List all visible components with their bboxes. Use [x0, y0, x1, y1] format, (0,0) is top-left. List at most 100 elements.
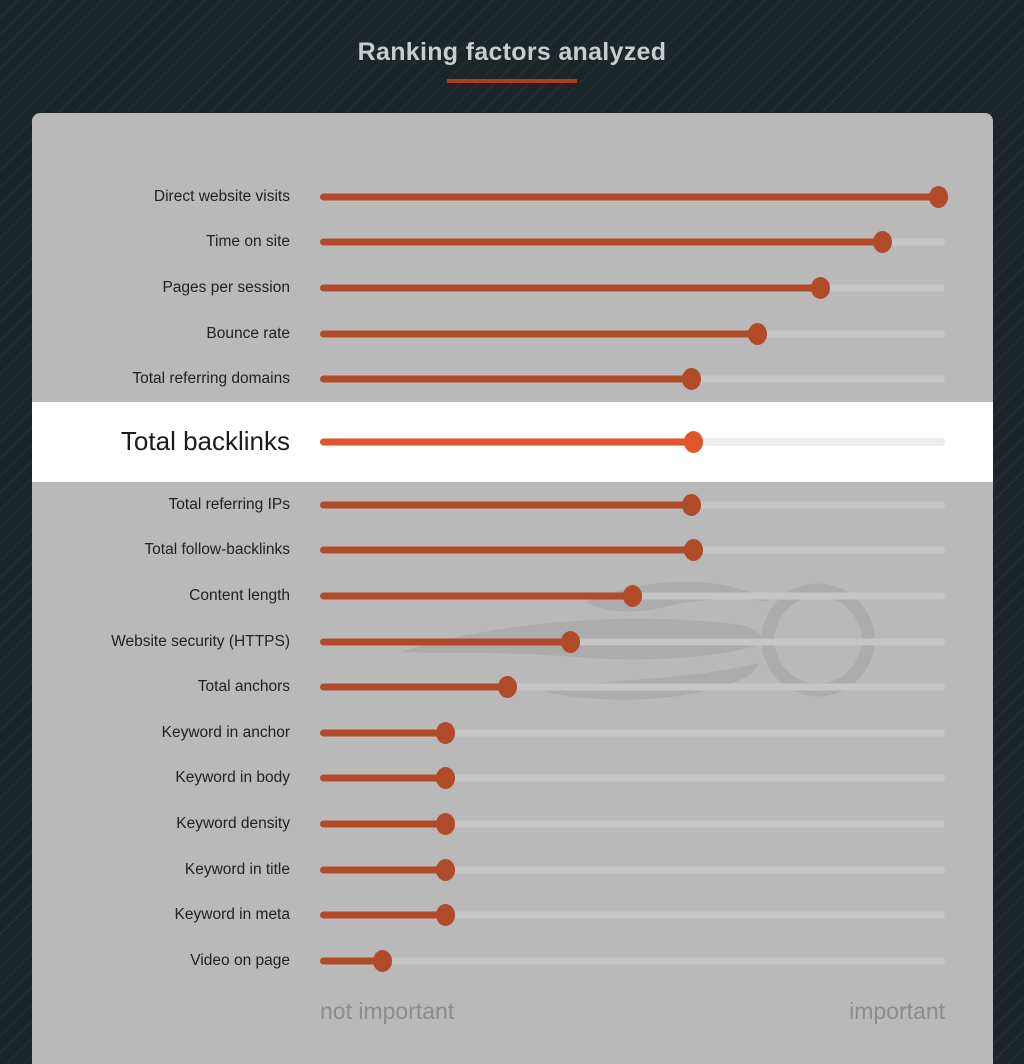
slider-fill: [320, 375, 692, 383]
factor-slider: [320, 619, 945, 665]
factor-row: Keyword in body: [32, 756, 993, 802]
slider-dot: [435, 767, 455, 790]
factor-row: Total referring domains: [32, 356, 993, 402]
factor-row: Keyword in title: [32, 847, 993, 893]
factor-label: Keyword in title: [184, 860, 290, 878]
factor-label: Website security (HTTPS): [111, 632, 290, 650]
factor-row: Direct website visits: [32, 174, 993, 220]
factor-label: Video on page: [190, 951, 290, 969]
slider-fill: [320, 957, 383, 965]
slider-dot: [810, 276, 830, 299]
factor-row: Pages per session: [32, 265, 993, 311]
axis-label-not-important: not important: [320, 997, 455, 1024]
slider-track: [320, 683, 945, 691]
slider-fill: [320, 866, 445, 874]
slider-fill: [320, 501, 692, 509]
slider-fill: [320, 729, 445, 737]
slider-dot: [682, 368, 702, 391]
slider-track: [320, 774, 945, 782]
slider-track: [320, 911, 945, 919]
slider-fill: [320, 438, 694, 446]
title-underline-accent: [447, 79, 577, 83]
axis-labels: not important important: [320, 998, 945, 1025]
slider-fill: [320, 592, 633, 600]
factor-label: Pages per session: [162, 278, 290, 296]
factor-label: Total anchors: [197, 678, 290, 696]
factor-row-highlighted: Total backlinks: [32, 401, 993, 482]
factor-slider: [320, 938, 945, 984]
axis-label-important: important: [849, 997, 945, 1024]
slider-dot: [683, 430, 703, 453]
factor-label: Total referring domains: [132, 370, 290, 388]
slider-fill: [320, 238, 883, 246]
slider-dot: [623, 584, 642, 607]
slider-track: [320, 820, 945, 828]
slider-dot: [683, 539, 703, 562]
slider-track: [320, 957, 945, 965]
slider-dot: [681, 493, 701, 516]
factor-row: Content length: [32, 573, 993, 619]
slider-dot: [560, 630, 580, 653]
factor-slider: [320, 482, 945, 528]
factor-label: Bounce rate: [206, 324, 290, 342]
slider-fill: [320, 193, 939, 201]
factor-row: Keyword density: [32, 801, 993, 847]
factor-label: Keyword in anchor: [161, 723, 290, 741]
slider-dot: [373, 949, 392, 972]
factor-slider: [320, 174, 949, 220]
slider-dot: [435, 812, 455, 835]
factor-slider: [320, 710, 945, 756]
factor-slider: [320, 801, 945, 847]
factor-row: Total follow-backlinks: [32, 528, 993, 574]
slider-fill: [320, 330, 758, 338]
slider-dot: [435, 904, 455, 927]
slider-fill: [320, 638, 570, 646]
factor-slider: [320, 528, 945, 574]
slider-track: [320, 638, 945, 646]
factor-slider: [320, 756, 945, 802]
slider-fill: [320, 284, 820, 292]
chart-panel: Direct website visits Time on site Pages p…: [32, 113, 993, 1064]
factor-slider: [320, 356, 945, 402]
page-title: Ranking factors analyzed: [357, 38, 667, 66]
factor-label: Total follow-backlinks: [144, 541, 290, 559]
factor-slider: [320, 265, 945, 311]
factor-row: Time on site: [32, 220, 993, 266]
slider-fill: [320, 683, 508, 691]
factor-label: Direct website visits: [153, 187, 290, 205]
factor-slider: [320, 847, 945, 893]
slider-track: [320, 866, 945, 874]
factor-row: Bounce rate: [32, 311, 993, 357]
factor-slider: [320, 892, 945, 938]
factor-label: Keyword in body: [175, 769, 290, 787]
slider-dot: [929, 185, 949, 208]
slider-fill: [320, 911, 445, 919]
slider-dot: [435, 858, 455, 881]
slider-dot: [873, 231, 892, 254]
slider-fill: [320, 820, 445, 828]
factor-label: Time on site: [206, 233, 290, 251]
factor-row: Website security (HTTPS): [32, 619, 993, 665]
factor-slider: [320, 402, 945, 482]
factors-list: Direct website visits Time on site Pages p…: [32, 113, 993, 984]
factor-slider: [320, 311, 945, 357]
factor-label: Total backlinks: [120, 426, 290, 457]
slider-dot: [435, 721, 455, 744]
slider-dot: [498, 676, 517, 699]
factor-slider: [320, 573, 945, 619]
slider-track: [320, 729, 945, 737]
slider-fill: [320, 774, 445, 782]
factor-slider: [320, 220, 945, 266]
slider-fill: [320, 546, 694, 554]
factor-row: Keyword in anchor: [32, 710, 993, 756]
factor-label: Keyword in meta: [174, 906, 290, 924]
factor-row: Video on page: [32, 938, 993, 984]
factor-label: Total referring IPs: [168, 495, 290, 513]
factor-label: Keyword density: [176, 814, 290, 832]
factor-row: Total referring IPs: [32, 482, 993, 528]
factor-row: Keyword in meta: [32, 892, 993, 938]
factor-label: Content length: [189, 586, 290, 604]
factor-row: Total anchors: [32, 664, 993, 710]
slider-dot: [748, 322, 767, 345]
